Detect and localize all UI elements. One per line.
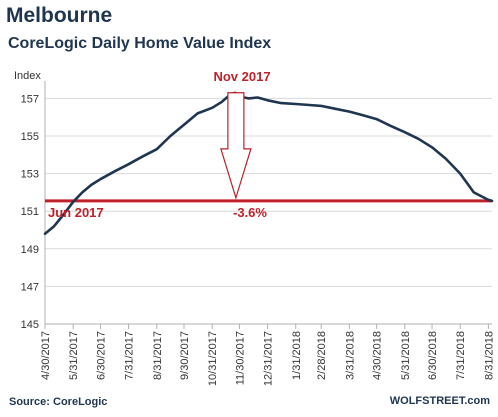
x-tick-label: 9/30/2017 [179,331,191,380]
y-axis-label: Index [14,70,41,82]
x-tick-label: 12/31/2017 [263,331,275,386]
x-tick-label: 5/31/2018 [400,331,412,380]
x-axis-ticks: 4/30/2017 5/31/2017 6/30/2017 7/31/2017 8/31… [40,324,495,386]
decline-arrow [220,92,252,200]
x-tick-label: 3/31/2018 [344,331,356,380]
down-arrow-icon [220,92,252,200]
brand-logo: WOLFSTREET.com [389,395,490,407]
x-tick-label: 5/31/2017 [68,331,80,380]
source-note: Source: CoreLogic [9,396,108,408]
annotation-change-label: -3.6% [233,205,267,220]
x-tick-label: 10/31/2017 [207,331,219,386]
x-tick-label: 6/30/2017 [95,331,107,380]
x-tick-label: 7/31/2017 [124,331,136,380]
x-tick-label: 7/31/2018 [455,331,467,380]
chart-title: Melbourne [6,4,113,27]
x-tick-label: 8/31/2018 [483,331,495,380]
x-tick-label: 4/30/2017 [40,331,52,380]
x-tick-label: 11/30/2017 [234,331,246,385]
x-tick-label: 6/30/2018 [427,331,439,380]
chart-subtitle: CoreLogic Daily Home Value Index [8,35,272,52]
annotation-peak-label: Nov 2017 [213,69,270,84]
series-line [43,91,494,236]
gridlines [45,97,492,287]
axes [44,81,492,325]
y-tick-label: 153 [21,169,39,181]
y-tick-label: 149 [21,244,39,256]
x-tick-label: 8/31/2017 [152,331,164,380]
y-tick-label: 155 [21,131,39,143]
annotation-start-label: Jun 2017 [48,205,104,220]
series-line-path [43,91,494,236]
y-tick-label: 147 [21,281,39,293]
y-tick-label: 157 [21,93,39,105]
x-tick-label: 4/30/2018 [372,331,384,380]
x-tick-label: 1/31/2018 [291,331,303,380]
y-tick-label: 145 [21,319,39,331]
x-tick-label: 2/28/2018 [316,331,328,380]
y-tick-label: 151 [21,206,39,218]
y-axis-ticks: 145 147 149 151 153 155 157 [21,93,39,331]
